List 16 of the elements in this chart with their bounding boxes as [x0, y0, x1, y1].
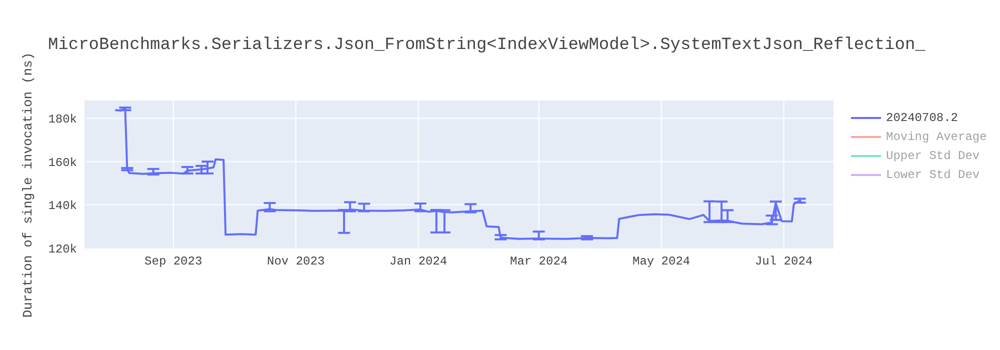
y-tick-label: 120k: [48, 242, 77, 256]
chart-title: MicroBenchmarks.Serializers.Json_FromString<IndexViewModel>.SystemTextJson_Reflection_: [48, 36, 926, 55]
x-tick-label: Nov 2023: [267, 254, 325, 269]
legend-label: Upper Std Dev: [886, 148, 980, 162]
x-tick-label: Mar 2024: [510, 254, 568, 269]
y-tick-label: 160k: [48, 156, 77, 170]
legend-label: 20240708.2: [886, 110, 958, 124]
legend-label: Moving Average: [886, 130, 987, 144]
x-tick-label: Jan 2024: [390, 254, 448, 269]
x-tick-label: Jul 2024: [754, 254, 813, 269]
x-tick-label: Sep 2023: [144, 254, 202, 269]
x-tick-label: May 2024: [632, 254, 690, 269]
y-axis-title: Duration of single invocation (ns): [20, 52, 36, 318]
y-tick-label: 180k: [48, 112, 77, 127]
y-tick-label: 140k: [48, 199, 77, 214]
legend-label: Lower Std Dev: [886, 168, 980, 182]
